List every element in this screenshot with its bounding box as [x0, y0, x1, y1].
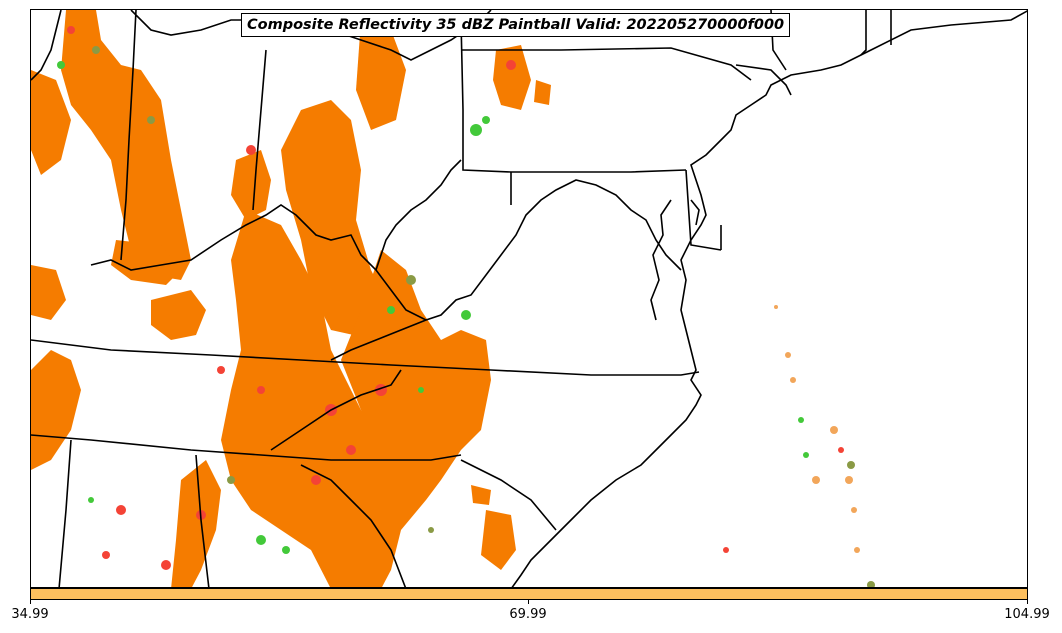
reflectivity-swath	[341, 250, 491, 587]
state-line	[860, 10, 867, 56]
reflectivity-cell	[161, 560, 171, 570]
reflectivity-cell	[57, 61, 65, 69]
reflectivity-swath	[281, 100, 391, 340]
map-title: Composite Reflectivity 35 dBZ Paintball …	[241, 13, 791, 37]
reflectivity-cell	[406, 275, 416, 285]
reflectivity-cell	[256, 535, 266, 545]
reflectivity-cell	[867, 581, 875, 587]
delaware-bay	[690, 199, 700, 226]
coastline	[511, 10, 1027, 587]
map-canvas	[31, 10, 1027, 587]
reflectivity-swath	[171, 460, 221, 587]
state-line	[120, 10, 137, 261]
reflectivity-swath	[221, 210, 381, 587]
reflectivity-cell	[854, 547, 860, 553]
reflectivity-cell	[798, 417, 804, 423]
reflectivity-cell	[774, 305, 778, 309]
reflectivity-cell	[217, 366, 225, 374]
reflectivity-cell	[461, 310, 471, 320]
reflectivity-cell	[482, 116, 490, 124]
reflectivity-cell	[723, 547, 729, 553]
reflectivity-cell	[845, 476, 853, 484]
colorbar-tick	[528, 600, 529, 604]
state-line	[252, 49, 267, 211]
reflectivity-cell	[282, 546, 290, 554]
reflectivity-cell	[387, 306, 395, 314]
colorbar-tick-label-min: 34.99	[11, 607, 49, 622]
reflectivity-cell	[812, 476, 820, 484]
reflectivity-cell	[470, 124, 482, 136]
state-line	[58, 439, 72, 587]
reflectivity-cell	[102, 551, 110, 559]
reflectivity-swath	[151, 290, 206, 340]
reflectivity-swath	[31, 70, 71, 175]
reflectivity-cell	[506, 60, 516, 70]
state-line	[195, 454, 210, 587]
reflectivity-swath	[493, 45, 531, 110]
state-line	[375, 159, 462, 271]
state-line	[685, 169, 722, 251]
reflectivity-cell	[830, 426, 838, 434]
reflectivity-cell	[785, 352, 791, 358]
reflectivity-swath	[534, 80, 551, 105]
reflectivity-cell	[418, 387, 424, 393]
chesapeake-bay	[650, 199, 672, 321]
reflectivity-cell	[227, 476, 235, 484]
reflectivity-cell	[346, 445, 356, 455]
reflectivity-cell	[311, 475, 321, 485]
reflectivity-cell	[803, 452, 809, 458]
state-line	[460, 459, 557, 531]
state-line	[270, 369, 402, 451]
state-line	[31, 10, 62, 81]
state-line	[735, 64, 792, 96]
reflectivity-cell	[67, 26, 75, 34]
state-line	[330, 319, 427, 361]
reflectivity-swath	[356, 20, 406, 130]
reflectivity-cell	[428, 527, 434, 533]
reflectivity-cell	[92, 46, 100, 54]
reflectivity-swath	[31, 350, 81, 470]
map-panel	[30, 9, 1028, 588]
colorbar-tick	[30, 600, 31, 604]
state-line	[300, 464, 407, 587]
reflectivity-cell	[838, 447, 844, 453]
reflectivity-cell	[246, 145, 256, 155]
state-line	[460, 19, 687, 173]
reflectivity-cell	[147, 116, 155, 124]
reflectivity-swath	[111, 240, 181, 285]
reflectivity-swath	[481, 510, 516, 570]
reflectivity-cell	[88, 497, 94, 503]
reflectivity-cell	[847, 461, 855, 469]
reflectivity-swath	[31, 265, 66, 320]
colorbar	[30, 588, 1028, 600]
state-line	[31, 434, 462, 461]
state-line	[31, 339, 700, 376]
reflectivity-cell	[257, 386, 265, 394]
reflectivity-cell	[851, 507, 857, 513]
reflectivity-cell	[116, 505, 126, 515]
reflectivity-swath	[231, 150, 271, 220]
colorbar-tick	[1027, 600, 1028, 604]
state-line	[461, 47, 752, 81]
reflectivity-paintball-layer	[31, 10, 875, 587]
colorbar-tick-label-mid: 69.99	[509, 607, 547, 622]
colorbar-tick-label-max: 104.99	[1004, 607, 1050, 622]
reflectivity-cell	[790, 377, 796, 383]
reflectivity-swath	[61, 10, 191, 280]
reflectivity-swath	[471, 485, 491, 505]
